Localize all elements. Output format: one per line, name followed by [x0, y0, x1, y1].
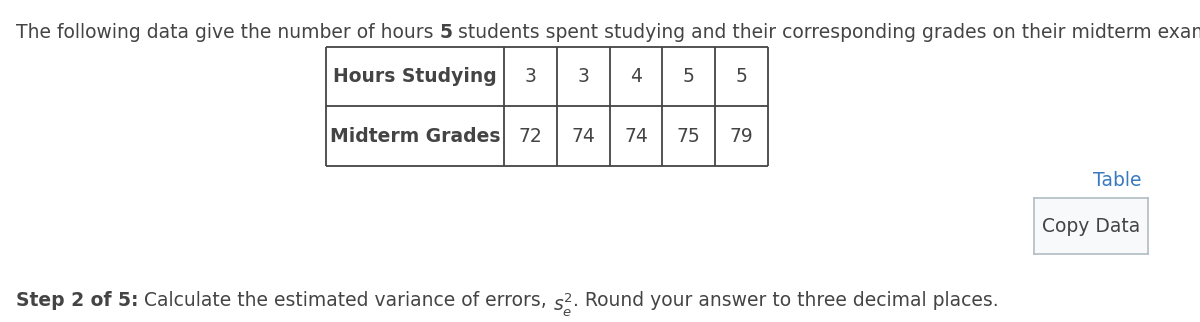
Text: Hours Studying: Hours Studying — [334, 67, 497, 86]
Text: The following data give the number of hours: The following data give the number of ho… — [16, 23, 439, 42]
Text: Step 2 of 5:: Step 2 of 5: — [16, 291, 138, 310]
Text: 5: 5 — [683, 67, 695, 86]
Text: 79: 79 — [730, 127, 754, 146]
Text: . Round your answer to three decimal places.: . Round your answer to three decimal pla… — [572, 291, 998, 310]
Text: 5: 5 — [736, 67, 748, 86]
Text: $s^{2}_{e}$: $s^{2}_{e}$ — [553, 291, 572, 318]
Text: students spent studying and their corresponding grades on their midterm exams.: students spent studying and their corres… — [452, 23, 1200, 42]
Text: Midterm Grades: Midterm Grades — [330, 127, 500, 146]
Text: Calculate the estimated variance of errors,: Calculate the estimated variance of erro… — [138, 291, 553, 310]
Text: 5: 5 — [439, 23, 452, 42]
Text: Copy Data: Copy Data — [1043, 217, 1140, 236]
Text: Table: Table — [1093, 171, 1141, 190]
Text: 74: 74 — [624, 127, 648, 146]
Text: 3: 3 — [577, 67, 589, 86]
Text: 3: 3 — [524, 67, 536, 86]
Text: 72: 72 — [518, 127, 542, 146]
Text: 74: 74 — [571, 127, 595, 146]
Text: 75: 75 — [677, 127, 701, 146]
Text: 4: 4 — [630, 67, 642, 86]
